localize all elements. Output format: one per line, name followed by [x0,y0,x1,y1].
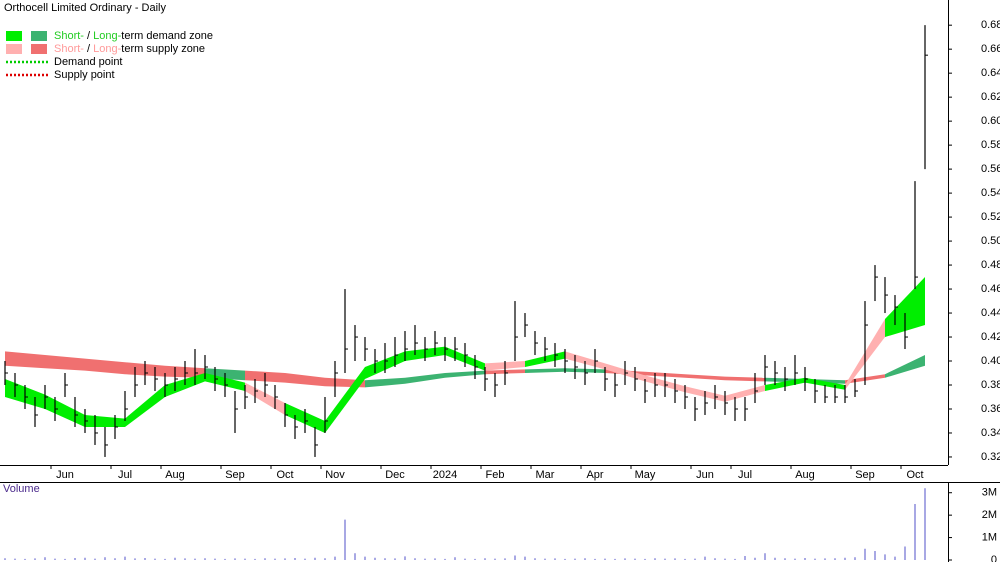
legend-part: Short- [54,30,84,42]
x-tick-label: Sep [855,469,875,481]
long-term-zone [45,355,85,371]
legend-label: Demand point [54,56,123,68]
y-tick-label: 0.44 [981,307,1000,319]
y-tick-label: 0.66 [981,43,1000,55]
volume-label: Volume [3,483,40,495]
long-term-zone [285,373,325,387]
y-tick-label: 0.38 [981,379,1000,391]
volume-tick-label: 0 [991,554,997,562]
x-tick-label: Apr [586,469,603,481]
y-tick-label: 0.48 [981,259,1000,271]
volume-tick-label: 1M [982,531,997,543]
x-tick-label: Aug [795,469,815,481]
legend-label: Supply point [54,69,115,81]
y-tick-label: 0.34 [981,427,1000,439]
y-tick-label: 0.62 [981,91,1000,103]
x-tick-label: Nov [325,469,345,481]
x-tick-label: Aug [165,469,185,481]
long-term-zone [85,358,125,375]
y-tick-label: 0.36 [981,403,1000,415]
legend-part: Long- [93,30,121,42]
legend-label: Short- / Long-term demand zone [54,30,213,42]
volume-tick-label: 2M [982,509,997,521]
short-term-zone [325,367,365,433]
legend-part: / [84,43,93,55]
y-tick-label: 0.56 [981,163,1000,175]
legend-swatch [6,44,22,54]
y-tick-label: 0.60 [981,115,1000,127]
y-tick-label: 0.64 [981,67,1000,79]
x-tick-label: Jun [56,469,74,481]
legend-part: term supply zone [121,43,205,55]
x-tick-label: Mar [536,469,555,481]
y-tick-label: 0.32 [981,451,1000,463]
long-term-zone [405,373,445,384]
y-tick-label: 0.50 [981,235,1000,247]
x-tick-label: Oct [276,469,293,481]
volume-tick-label: 3M [982,487,997,499]
x-tick-label: Jul [118,469,132,481]
x-tick-label: Dec [385,469,405,481]
legend-swatch [31,44,47,54]
long-term-zone [885,355,925,378]
x-tick-label: May [635,469,656,481]
legend-part: term demand zone [121,30,213,42]
legend-part: Short- [54,43,84,55]
long-term-zone [685,374,725,381]
x-tick-label: Jun [696,469,714,481]
y-tick-label: 0.58 [981,139,1000,151]
y-tick-label: 0.40 [981,355,1000,367]
y-tick-label: 0.52 [981,211,1000,223]
x-tick-label: Sep [225,469,245,481]
y-tick-label: 0.46 [981,283,1000,295]
long-term-zone [5,351,45,369]
x-tick-label: 2024 [433,469,457,481]
chart-title: Orthocell Limited Ordinary - Daily [4,2,166,14]
legend-part: Demand point [54,56,123,68]
long-term-zone [525,368,565,374]
y-tick-label: 0.54 [981,187,1000,199]
legend-swatch [6,31,22,41]
legend-part: Supply point [54,69,115,81]
long-term-zone [365,377,405,388]
x-tick-label: Feb [486,469,505,481]
y-tick-label: 0.68 [981,19,1000,31]
x-tick-label: Jul [738,469,752,481]
y-tick-label: 0.42 [981,331,1000,343]
short-term-zone [125,385,165,427]
x-tick-label: Oct [906,469,923,481]
legend-part: Long- [93,43,121,55]
legend-swatch [31,31,47,41]
legend-part: / [84,30,93,42]
legend-label: Short- / Long-term supply zone [54,43,205,55]
